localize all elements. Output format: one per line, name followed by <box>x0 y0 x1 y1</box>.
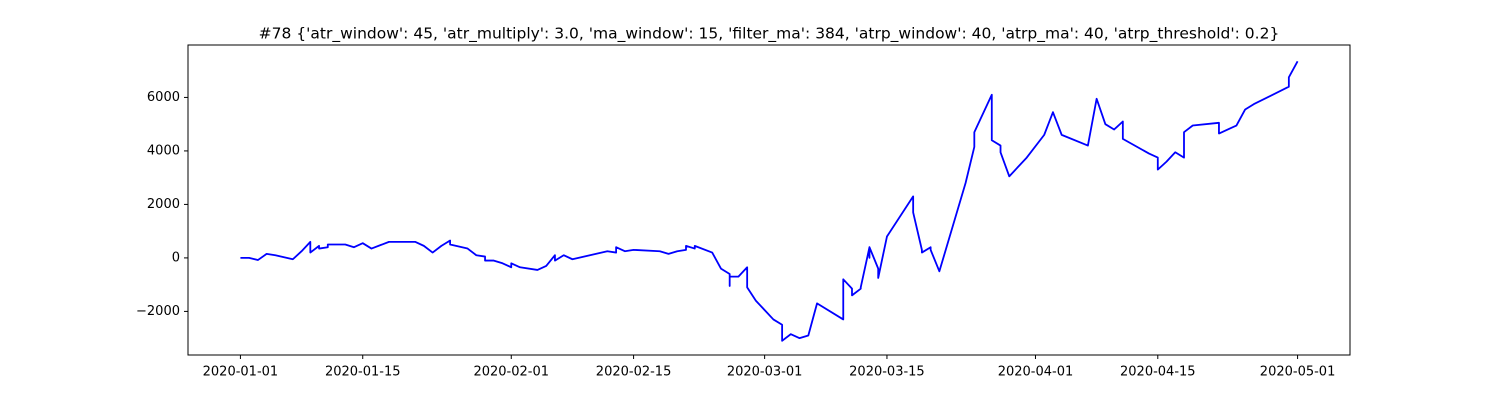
y-tick-label: 4000 <box>147 143 180 158</box>
x-tick-label: 2020-04-15 <box>1120 365 1196 380</box>
x-tick-label: 2020-01-15 <box>325 365 401 380</box>
x-tick-label: 2020-02-15 <box>596 365 672 380</box>
y-tick-label: 2000 <box>147 197 180 212</box>
axes-frame <box>187 44 1351 356</box>
x-tick-label: 2020-03-15 <box>849 365 925 380</box>
x-tick-label: 2020-03-01 <box>727 365 803 380</box>
y-tick-label: 0 <box>172 250 180 265</box>
x-tick-label: 2020-04-01 <box>998 365 1074 380</box>
x-tick-label: 2020-01-01 <box>203 365 279 380</box>
x-tick-label: 2020-05-01 <box>1260 365 1336 380</box>
chart-title: #78 {'atr_window': 45, 'atr_multiply': 3… <box>259 25 1280 44</box>
y-tick-label: 6000 <box>147 90 180 105</box>
y-tick-label: −2000 <box>136 304 180 319</box>
x-tick-label: 2020-02-01 <box>473 365 549 380</box>
line <box>240 60 1299 342</box>
